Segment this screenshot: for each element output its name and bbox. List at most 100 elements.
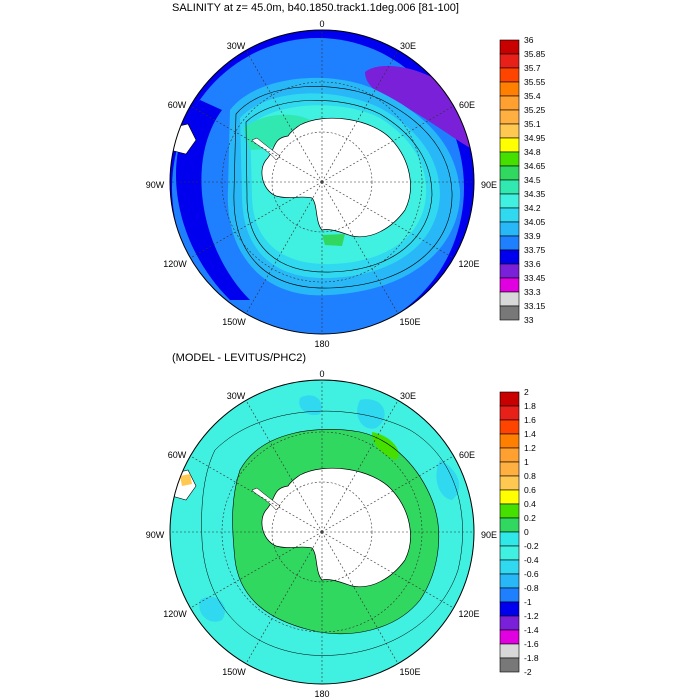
colorbar-label: -0.4 [524, 555, 539, 565]
weddell-band [244, 114, 315, 150]
colorbar-swatch [499, 419, 520, 435]
contour-line [232, 429, 440, 635]
colorbar-label: -2 [524, 667, 532, 677]
lon-label: 180 [314, 689, 329, 699]
colorbar-swatch [499, 573, 520, 589]
lon-label: 30E [400, 41, 416, 51]
colorbar-label: 33.15 [524, 301, 546, 311]
colorbar-label: 33.9 [524, 231, 541, 241]
colorbar-label: 0.8 [524, 471, 536, 481]
graticule [170, 30, 474, 334]
polar-map [170, 30, 474, 334]
colorbar-label: 34.65 [524, 161, 546, 171]
colorbar-swatch [499, 221, 520, 237]
colorbar-swatch [499, 81, 520, 97]
colorbar-swatch [499, 207, 520, 223]
colorbar-swatch [499, 601, 520, 617]
colorbar-swatch [499, 559, 520, 575]
colorbar-label: 35.85 [524, 49, 546, 59]
difference-colorbar: 2 1.8 1.6 1.4 1.2 1 0.8 0.6 0.4 0.2 0 -0.2 -0.4 -0.6 -… [499, 387, 539, 677]
colorbar-label: 35.55 [524, 77, 546, 87]
colorbar-label: 34.35 [524, 189, 546, 199]
ocean-band-33.75-west [176, 100, 250, 300]
colorbar-label: 33.45 [524, 273, 546, 283]
colorbar-swatch [499, 615, 520, 631]
colorbar-swatch [499, 179, 520, 195]
antarctica-continent [261, 117, 411, 238]
lon-label: 90E [481, 180, 497, 190]
colorbar-swatch [499, 305, 520, 321]
colorbar-label: -1.4 [524, 625, 539, 635]
lon-label: 150W [222, 667, 246, 677]
colorbar-swatch [499, 291, 520, 307]
antarctic-peninsula [251, 487, 281, 511]
colorbar-label: 0 [524, 527, 529, 537]
lon-label: 60W [168, 450, 187, 460]
colorbar-label: -1 [524, 597, 532, 607]
salinity-panel: SALINITY at z= 45.0m, b40.1850.track1.1d… [146, 2, 546, 349]
positive-anomaly-patch [180, 474, 192, 486]
colorbar-swatch [499, 475, 520, 491]
map-border [169, 29, 475, 335]
colorbar-swatch [499, 405, 520, 421]
colorbar-label: 34.5 [524, 175, 541, 185]
colorbar-label: 35.1 [524, 119, 541, 129]
colorbar-swatch [499, 657, 520, 673]
contour-line [245, 99, 433, 273]
colorbar-label: 36 [524, 35, 534, 45]
graticule [170, 380, 474, 684]
colorbar-label: 2 [524, 387, 529, 397]
colorbar-label: 0.6 [524, 485, 536, 495]
lon-label: 30W [227, 391, 246, 401]
colorbar-swatch [499, 39, 520, 55]
colorbar-swatch [499, 123, 520, 139]
colorbar-label: 34.2 [524, 203, 541, 213]
lon-label: 90W [146, 530, 165, 540]
colorbar-label: 1 [524, 457, 529, 467]
colorbar-swatch [499, 531, 520, 547]
colorbar-swatch [499, 95, 520, 111]
colorbar-label: -0.6 [524, 569, 539, 579]
colorbar-label: 33 [524, 315, 534, 325]
colorbar-swatch [499, 67, 520, 83]
negative-region [199, 596, 225, 622]
colorbar-swatch [499, 503, 520, 519]
antarctic-peninsula [251, 137, 281, 161]
colorbar-swatch [499, 447, 520, 463]
colorbar-swatch [499, 433, 520, 449]
lon-label: 0 [319, 369, 324, 379]
lon-label: 0 [319, 19, 324, 29]
contour-line [201, 410, 463, 656]
longitude-labels: 0 30E 60E 90E 120E 150E 180 150W 120W 90… [146, 19, 497, 349]
colorbar-swatch [499, 643, 520, 659]
lon-label: 120W [163, 609, 187, 619]
colorbar-swatch [499, 151, 520, 167]
ross-green-patch [322, 234, 345, 246]
colorbar-label: -1.2 [524, 611, 539, 621]
colorbar-label: 1.2 [524, 443, 536, 453]
colorbar-label: -1.6 [524, 639, 539, 649]
colorbar-label: 0.4 [524, 499, 536, 509]
colorbar-label: 34.95 [524, 133, 546, 143]
colorbar-swatch [499, 249, 520, 265]
longitude-labels: 0 30E 60E 90E 120E 150E 180 150W 120W 90… [146, 369, 497, 699]
colorbar-swatch [499, 235, 520, 251]
colorbar-swatch [499, 53, 520, 69]
colorbar-swatch [499, 137, 520, 153]
colorbar-label: 1.6 [524, 415, 536, 425]
antarctica-continent [261, 467, 411, 588]
colorbar-label: -1.8 [524, 653, 539, 663]
colorbar-label: 35.4 [524, 91, 541, 101]
colorbar-swatch [499, 461, 520, 477]
lon-label: 90E [481, 530, 497, 540]
negative-region [357, 399, 385, 429]
lon-label: 90W [146, 180, 165, 190]
colorbar-label: 0.2 [524, 513, 536, 523]
colorbar-label: 35.7 [524, 63, 541, 73]
panel-title: (MODEL - LEVITUS/PHC2) [172, 352, 306, 364]
lon-label: 60W [168, 100, 187, 110]
colorbar-swatch [499, 489, 520, 505]
difference-panel: (MODEL - LEVITUS/PHC2) [146, 352, 539, 699]
colorbar-label: 1.8 [524, 401, 536, 411]
